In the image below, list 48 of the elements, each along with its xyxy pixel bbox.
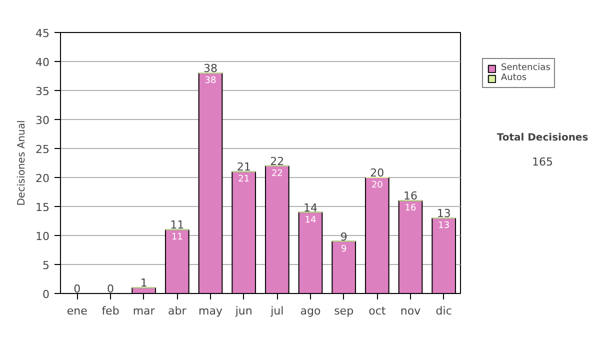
total-label: 13: [436, 207, 451, 220]
total-label: 20: [370, 166, 384, 180]
total-label: 14: [304, 201, 318, 214]
x-tick-label: oct: [368, 304, 386, 318]
text: Total Decisiones: [496, 132, 588, 144]
y-tick-label: 40: [36, 56, 50, 69]
data-label: 21: [238, 174, 250, 185]
total-label: 1: [140, 276, 148, 290]
data-label: 22: [271, 168, 283, 179]
total-label: 38: [204, 62, 218, 76]
y-axis-title: Decisiones Anual: [16, 120, 28, 206]
legend-label: Sentencias: [501, 63, 550, 73]
x-tick-label: jul: [270, 304, 284, 318]
y-tick-label: 25: [36, 143, 50, 156]
x-tick-label: jun: [234, 304, 252, 318]
data-label: 11: [171, 232, 183, 243]
data-label: 20: [371, 180, 384, 190]
total-label: 0: [74, 282, 81, 296]
y-tick-label: 45: [36, 27, 50, 40]
x-tick-label: sep: [334, 304, 354, 318]
y-tick-label: 20: [36, 172, 50, 185]
total-label: 0: [107, 282, 114, 296]
y-tick-label: 30: [36, 114, 50, 127]
legend-label: Autos: [501, 73, 527, 83]
data-label: 38: [204, 76, 216, 86]
total-label: 9: [340, 230, 348, 244]
x-tick-label: dic: [436, 304, 452, 318]
data-label: 13: [438, 221, 450, 232]
x-tick-label: ene: [66, 304, 88, 318]
y-tick-label: 10: [36, 230, 50, 243]
x-tick-label: mar: [132, 304, 156, 318]
data-label: 14: [304, 215, 316, 226]
x-tick-label: ago: [300, 304, 321, 318]
data-label: 9: [340, 244, 347, 254]
total-label: 11: [170, 218, 184, 232]
data-label: 16: [404, 204, 416, 214]
x-tick-label: may: [198, 304, 223, 318]
y-tick-label: 35: [36, 85, 50, 98]
y-tick-label: 0: [42, 288, 50, 301]
total-label: 22: [270, 154, 284, 168]
x-tick-label: abr: [168, 304, 187, 318]
y-tick-label: 15: [36, 201, 50, 214]
total-label: 16: [404, 190, 418, 203]
x-tick-label: nov: [400, 304, 422, 318]
total-label: 21: [236, 160, 251, 174]
text: 165: [532, 156, 553, 168]
y-tick-label: 5: [42, 259, 50, 272]
x-tick-label: feb: [102, 304, 120, 318]
